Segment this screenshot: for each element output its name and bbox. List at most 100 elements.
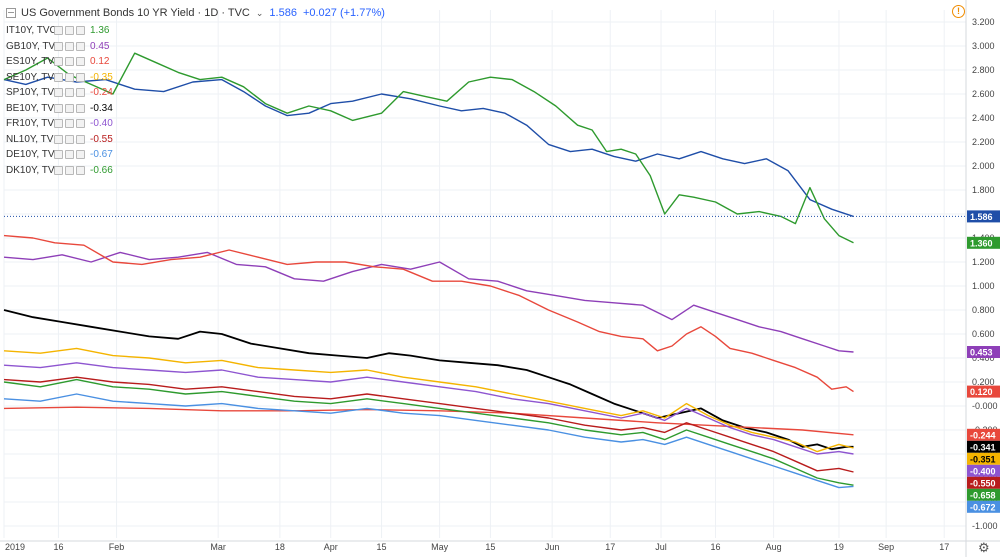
settings-icon[interactable] <box>65 88 74 98</box>
close-icon[interactable] <box>76 119 85 129</box>
legend-item-controls <box>54 134 85 144</box>
legend-item[interactable]: DK10Y, TVC -0.66 <box>6 163 113 179</box>
x-tick-label: Mar <box>210 542 226 552</box>
legend-item-name: GB10Y, TVC <box>6 40 63 52</box>
legend-item[interactable]: FR10Y, TVC -0.40 <box>6 116 113 132</box>
visibility-icon[interactable] <box>54 103 63 113</box>
close-icon[interactable] <box>76 57 85 67</box>
x-tick-label: May <box>431 542 449 552</box>
legend-item-name: DK10Y, TVC <box>6 164 62 176</box>
price-tag-label-gb10y: 0.453 <box>970 348 993 358</box>
price-tag-sp10y <box>967 428 1000 441</box>
series-line-it10y <box>3 52 854 244</box>
visibility-icon[interactable] <box>54 26 63 36</box>
series-line-es10y <box>3 234 854 393</box>
legend-item[interactable]: NL10Y, TVC -0.55 <box>6 132 113 148</box>
warning-icon[interactable]: ! <box>952 5 965 18</box>
collapse-icon[interactable] <box>6 8 16 18</box>
settings-icon[interactable] <box>65 41 74 51</box>
legend-item-value: 1.36 <box>90 25 110 37</box>
price-tag-us10y <box>967 210 1000 223</box>
price-tag-label-fr10y: -0.400 <box>970 466 996 476</box>
close-icon[interactable] <box>76 150 85 160</box>
x-tick-label: 17 <box>605 542 615 552</box>
close-icon[interactable] <box>76 72 85 82</box>
x-tick-label: Feb <box>109 542 125 552</box>
settings-icon[interactable] <box>65 72 74 82</box>
price-tag-it10y <box>967 236 1000 249</box>
legend-item[interactable]: SE10Y, TVC -0.35 <box>6 70 113 86</box>
visibility-icon[interactable] <box>54 134 63 144</box>
legend-item[interactable]: ES10Y, TVC 0.12 <box>6 54 113 70</box>
series-line-sp10y <box>3 406 854 436</box>
settings-icon[interactable] <box>65 134 74 144</box>
settings-icon[interactable] <box>65 150 74 160</box>
visibility-icon[interactable] <box>54 165 63 175</box>
settings-icon[interactable] <box>65 57 74 67</box>
close-icon[interactable] <box>76 103 85 113</box>
x-tick-label: 2019 <box>5 542 25 552</box>
x-tick-label: 15 <box>377 542 387 552</box>
legend-item-value: -0.34 <box>90 102 113 114</box>
x-tick-label: 18 <box>275 542 285 552</box>
legend-item-value: 0.12 <box>90 56 110 68</box>
close-icon[interactable] <box>76 88 85 98</box>
series-line-dk10y <box>3 378 854 486</box>
legend-item-name: IT10Y, TVC <box>6 25 57 37</box>
legend-item-name: ES10Y, TVC <box>6 56 62 68</box>
legend-item[interactable]: DE10Y, TVC -0.67 <box>6 147 113 163</box>
legend-item[interactable]: IT10Y, TVC 1.36 <box>6 23 113 39</box>
y-tick-label: 1.800 <box>972 185 995 195</box>
settings-gear-icon[interactable]: ⚙ <box>978 540 990 555</box>
y-tick-label: -0.000 <box>972 401 998 411</box>
price-tag-label-es10y: 0.120 <box>970 387 993 397</box>
visibility-icon[interactable] <box>54 150 63 160</box>
price-tag-gb10y <box>967 346 1000 358</box>
series-line-be10y <box>3 309 854 451</box>
visibility-icon[interactable] <box>54 72 63 82</box>
visibility-icon[interactable] <box>54 57 63 67</box>
x-tick-label: 16 <box>53 542 63 552</box>
price-tag-label-be10y: -0.341 <box>970 442 996 452</box>
legend-item[interactable]: BE10Y, TVC -0.34 <box>6 101 113 117</box>
close-icon[interactable] <box>76 134 85 144</box>
legend-item-name: BE10Y, TVC <box>6 102 62 114</box>
visibility-icon[interactable] <box>54 88 63 98</box>
legend-item-name: SE10Y, TVC <box>6 71 62 83</box>
x-tick-label: Sep <box>878 542 894 552</box>
price-tag-es10y <box>967 385 1000 398</box>
series-line-gb10y <box>3 251 854 353</box>
y-tick-label: -1.000 <box>972 521 998 531</box>
y-tick-label: 0.200 <box>972 377 995 387</box>
settings-icon[interactable] <box>65 119 74 129</box>
legend-item-controls <box>54 103 85 113</box>
legend-item-value: -0.24 <box>90 87 113 99</box>
legend-item-controls <box>54 165 85 175</box>
close-icon[interactable] <box>76 165 85 175</box>
close-icon[interactable] <box>76 26 85 36</box>
legend-item-controls <box>54 119 85 129</box>
x-tick-label: 16 <box>711 542 721 552</box>
chevron-down-icon[interactable]: ⌄ <box>255 7 264 18</box>
legend-item-value: -0.66 <box>90 164 113 176</box>
settings-icon[interactable] <box>65 26 74 36</box>
settings-icon[interactable] <box>65 103 74 113</box>
legend-item[interactable]: SP10Y, TVC -0.24 <box>6 85 113 101</box>
visibility-icon[interactable] <box>54 119 63 129</box>
series-line-us10y <box>3 76 854 218</box>
chart-header: US Government Bonds 10 YR Yield · 1D · T… <box>6 5 385 21</box>
close-icon[interactable] <box>76 41 85 51</box>
legend-item-controls <box>54 26 85 36</box>
series-line-de10y <box>3 393 854 489</box>
settings-icon[interactable] <box>65 165 74 175</box>
legend-item[interactable]: GB10Y, TVC 0.45 <box>6 39 113 55</box>
price-tag-fr10y <box>967 464 1000 477</box>
legend-item-value: -0.35 <box>90 71 113 83</box>
visibility-icon[interactable] <box>54 41 63 51</box>
price-tag-se10y <box>967 452 1000 465</box>
price-tag-nl10y <box>967 476 1000 489</box>
x-tick-label: Apr <box>324 542 338 552</box>
x-tick-label: 19 <box>834 542 844 552</box>
legend: IT10Y, TVC 1.36 GB10Y, TVC 0.45 ES10Y, TVC 0.… <box>6 23 113 178</box>
